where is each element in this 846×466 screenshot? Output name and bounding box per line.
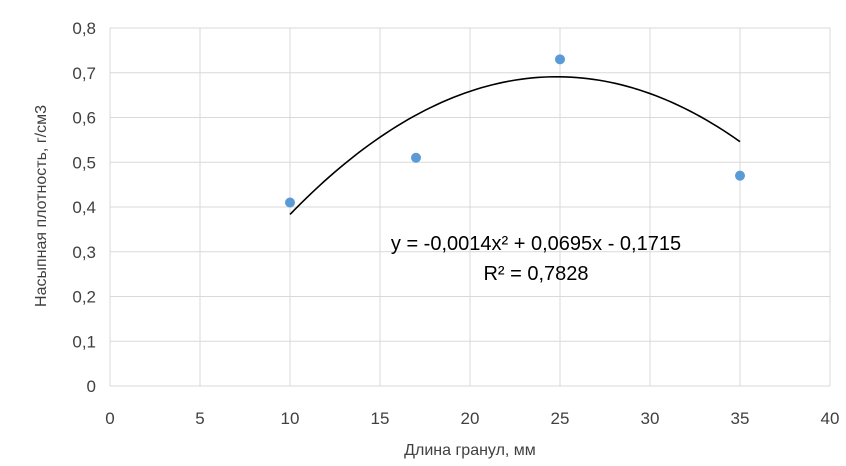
y-tick-label: 0,2 [72,288,96,307]
y-tick-label: 0,4 [72,198,96,217]
x-tick-label: 5 [195,409,204,428]
data-point [735,170,745,181]
x-tick-label: 20 [461,409,480,428]
y-tick-label: 0,6 [72,109,96,128]
data-points [285,54,745,208]
x-axis-title: Длина гранул, мм [404,442,536,459]
y-tick-label: 0 [87,377,96,396]
x-tick-label: 0 [105,409,114,428]
data-point [411,152,421,163]
x-tick-label: 15 [371,409,390,428]
y-tick-labels: 0 0,1 0,2 0,3 0,4 0,5 0,6 0,7 0,8 [72,19,96,396]
y-tick-label: 0,5 [72,153,96,172]
y-tick-label: 0,8 [72,19,96,38]
data-point [555,54,565,65]
x-tick-label: 25 [551,409,570,428]
y-axis-title: Насыпная плотность, г/см3 [33,105,50,307]
r-squared-label: R² = 0,7828 [483,263,588,285]
y-tick-label: 0,3 [72,243,96,262]
x-tick-label: 10 [281,409,300,428]
x-tick-label: 30 [641,409,660,428]
data-point [285,197,295,208]
x-tick-label: 35 [731,409,750,428]
x-tick-labels: 0 5 10 15 20 25 30 35 40 [105,409,839,428]
y-tick-label: 0,7 [72,64,96,83]
x-tick-label: 40 [821,409,840,428]
y-tick-label: 0,1 [72,332,96,351]
trendline [289,75,741,215]
gridlines [109,27,831,387]
trendline-equation: y = -0,0014x² + 0,0695x - 0,1715 [391,233,681,255]
